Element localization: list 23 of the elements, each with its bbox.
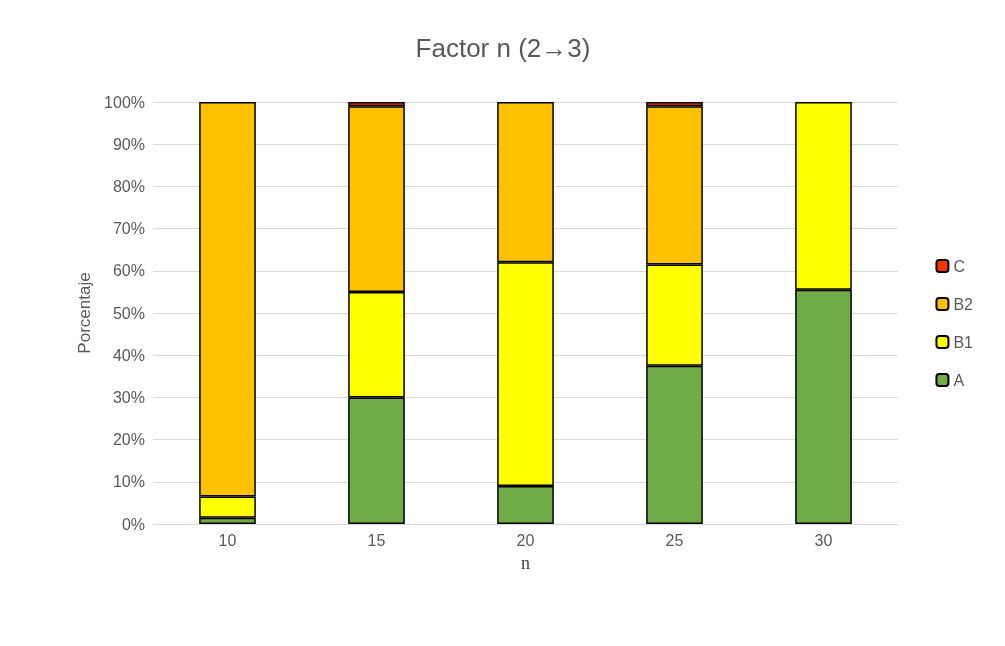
x-tick-label: 30 (814, 531, 833, 549)
y-tick-label: 30% (112, 388, 145, 406)
y-tick-label: 50% (112, 304, 145, 322)
x-tick-label: 25 (665, 531, 684, 549)
legend-label: B2 (953, 295, 974, 313)
y-tick-label: 40% (112, 346, 145, 364)
legend-label: A (953, 371, 965, 389)
y-tick-label: 70% (112, 220, 145, 238)
y-tick-label: 20% (112, 431, 145, 449)
y-tick-label: 100% (104, 93, 145, 111)
x-tick-label: 10 (218, 531, 237, 549)
legend-label: B1 (953, 333, 974, 351)
y-axis-title: Porcentaje (75, 272, 94, 354)
x-axis-title: n (521, 553, 530, 573)
y-tick-label: 0% (121, 515, 145, 533)
y-tick-label: 90% (112, 135, 145, 153)
y-tick-label: 60% (112, 262, 145, 280)
x-tick-label: 20 (516, 531, 535, 549)
chart-title: Factor n (2→3) (415, 33, 591, 63)
x-tick-label: 15 (367, 531, 386, 549)
y-tick-label: 10% (112, 473, 145, 491)
legend-label: C (953, 257, 965, 275)
y-tick-label: 80% (112, 177, 145, 195)
